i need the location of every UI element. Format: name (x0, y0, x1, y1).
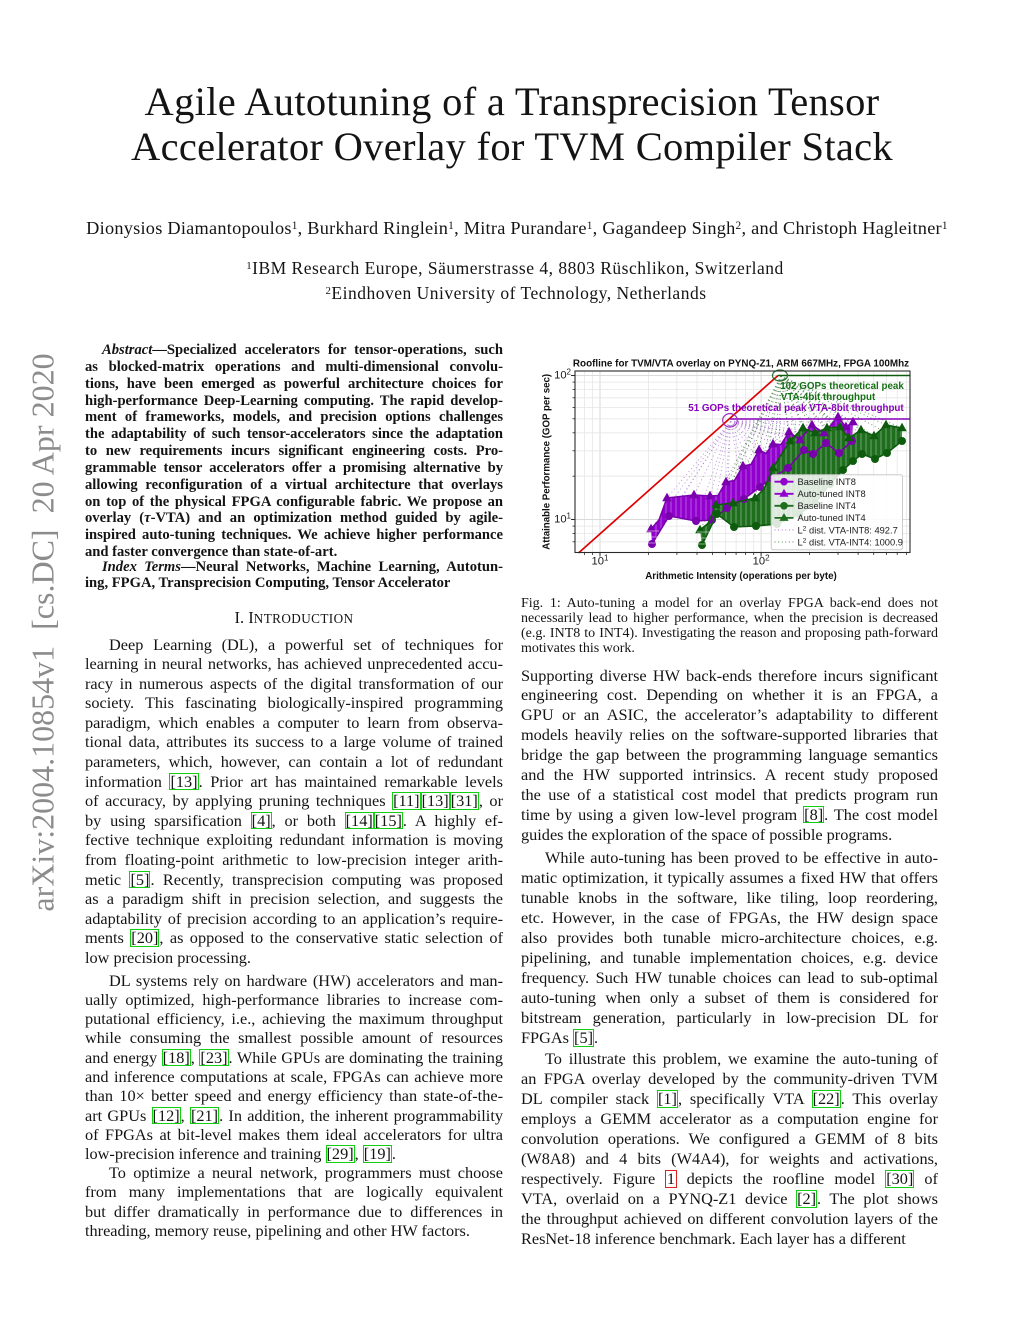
svg-text:102 GOPs theoretical peak: 102 GOPs theoretical peak (780, 381, 904, 392)
svg-text:Arithmetic Intensity (operatio: Arithmetic Intensity (operations per byt… (645, 571, 837, 582)
svg-text:Auto-tuned INT4: Auto-tuned INT4 (798, 513, 866, 523)
svg-text:L2 dist. VTA-INT4: 1000.9: L2 dist. VTA-INT4: 1000.9 (798, 537, 903, 547)
svg-text:51 GOPs theoretical peak VTA-8: 51 GOPs theoretical peak VTA-8bit throug… (688, 403, 904, 414)
svg-text:L2 dist. VTA-INT8: 492.7: L2 dist. VTA-INT8: 492.7 (798, 525, 898, 535)
svg-text:101: 101 (554, 512, 571, 526)
svg-text:Baseline INT4: Baseline INT4 (798, 501, 856, 511)
svg-text:Auto-tuned INT8: Auto-tuned INT8 (798, 489, 866, 499)
svg-text:102: 102 (753, 554, 770, 568)
svg-text:Baseline INT8: Baseline INT8 (798, 477, 856, 487)
svg-text:Attainable Performance (GOP pe: Attainable Performance (GOP per sec) (542, 374, 553, 550)
svg-text:VTA-4bit throughput: VTA-4bit throughput (781, 392, 876, 403)
svg-text:102: 102 (554, 368, 571, 382)
svg-text:Roofline for TVM/VTA overlay o: Roofline for TVM/VTA overlay on PYNQ-Z1,… (573, 359, 909, 370)
svg-text:101: 101 (592, 554, 609, 568)
